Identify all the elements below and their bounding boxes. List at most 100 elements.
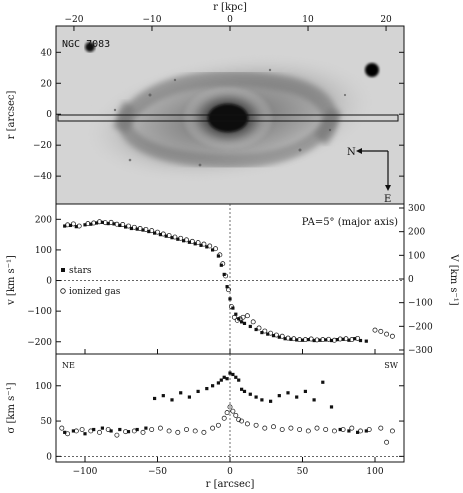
dispersion-gas-point: [253, 422, 259, 428]
label-ne: NE: [62, 361, 75, 370]
dispersion-star-point: [118, 427, 122, 432]
velocity-gas-point: [131, 224, 137, 230]
dispersion-star-point: [144, 426, 148, 430]
dispersion-gas-point: [88, 428, 94, 434]
velocity-gas-point: [389, 333, 395, 339]
galaxy-image: [81, 42, 379, 183]
top-axis-tick-label: 0: [227, 15, 233, 25]
velocity-star-point: [234, 312, 238, 316]
dispersion-star-point: [234, 375, 238, 379]
velocity-star-point: [187, 240, 191, 244]
dispersion-gas-point: [297, 427, 303, 432]
velocity-star-point: [68, 223, 73, 228]
velocity-gas-point: [372, 327, 378, 333]
dispersion-star-point: [303, 389, 307, 394]
legend-gas-label: ionized gas: [69, 287, 121, 297]
dispersion-gas-point: [366, 427, 372, 432]
foreground-star: [85, 42, 95, 52]
dispersion-gas-point: [244, 421, 250, 427]
dispersion-gas-point: [59, 425, 65, 431]
dispersion-gas-point: [210, 425, 216, 431]
dispersion-gas-point: [73, 428, 79, 434]
dispersion-gas-point: [175, 429, 181, 435]
velocity-star-point: [300, 338, 305, 342]
velocity-gas-point: [240, 314, 246, 320]
dispersion-gas-point: [65, 431, 71, 437]
dispersion-gas-point: [166, 428, 172, 434]
velocity-gas-point: [349, 337, 355, 343]
dispersion-star-point: [179, 391, 183, 395]
dispersion-star-point: [126, 430, 131, 434]
dispersion-gas-point: [97, 429, 102, 435]
compass-east-label: E: [384, 194, 391, 205]
dispersion-gas-point: [331, 428, 337, 434]
velocity-gas-point: [331, 337, 337, 343]
velocity-gas-point: [189, 238, 195, 244]
velocity-star-point: [100, 220, 104, 224]
velocity-star-point: [182, 239, 186, 243]
dispersion-star-point: [312, 398, 316, 402]
velocity-gas-point: [384, 331, 390, 337]
dispersion-star-point: [237, 378, 241, 382]
image-y-tick-label: 0: [46, 110, 52, 120]
velocity-gas-point: [114, 221, 120, 227]
x-axis-tick-label: 0: [227, 467, 233, 477]
velocity-left-tick-label: 100: [35, 246, 52, 256]
dispersion-gas-point: [184, 427, 189, 432]
velocity-star-point: [112, 222, 116, 226]
dispersion-star-point: [240, 387, 244, 391]
velocity-star-point: [353, 337, 357, 341]
velocity-gas-point: [268, 330, 274, 336]
velocity-gas-point: [256, 325, 262, 331]
velocity-gas-point: [91, 220, 97, 226]
velocity-star-point: [242, 321, 247, 325]
velocity-gas-point: [326, 336, 332, 342]
dispersion-star-point: [196, 389, 200, 394]
velocity-gas-point: [108, 219, 114, 225]
dispersion-gas-point: [215, 422, 221, 428]
dispersion-panel: 100 50 0 −100 −50 0 50 100 NE SW σ [km s⁻¹] r […: [6, 353, 405, 490]
dispersion-gas-point: [221, 415, 227, 421]
velocity-gas-point: [65, 222, 71, 228]
velocity-legend: stars ionized gas: [60, 266, 121, 297]
velocity-star-point: [83, 223, 87, 227]
velocity-star-point: [271, 334, 276, 338]
dispersion-gas-point: [131, 428, 137, 434]
velocity-gas-point: [195, 240, 201, 246]
dispersion-gas-point: [389, 428, 395, 434]
dispersion-star-point: [329, 405, 334, 409]
dispersion-star-point: [356, 430, 360, 434]
dispersion-star-point: [231, 372, 235, 377]
velocity-gas-point: [76, 223, 82, 229]
dispersion-star-point: [260, 398, 264, 402]
dispersion-gas-point: [233, 412, 239, 418]
dispersion-star-point: [153, 396, 157, 401]
dispersion-star-point: [109, 429, 113, 433]
velocity-gas-point: [120, 222, 126, 227]
image-y-tick-label: 20: [41, 79, 53, 89]
dispersion-star-point: [242, 389, 247, 394]
velocity-right-tick-label: −100: [408, 299, 433, 309]
velocity-gas-point: [178, 235, 184, 241]
dispersion-gas-point: [157, 425, 163, 431]
dispersion-data-marks: [59, 371, 395, 445]
dispersion-gas-point: [105, 427, 111, 432]
velocity-gas-point: [85, 221, 91, 227]
velocity-star-point: [95, 221, 99, 225]
velocity-left-tick-label: 0: [46, 277, 52, 287]
velocity-gas-point: [143, 226, 149, 232]
dispersion-star-point: [216, 381, 220, 385]
velocity-gas-point: [228, 304, 234, 310]
image-y-tick-label: −20: [33, 141, 52, 151]
velocity-gas-point: [231, 314, 237, 320]
velocity-star-point: [199, 243, 203, 247]
velocity-gas-point: [102, 220, 108, 226]
velocity-gas-point: [149, 228, 155, 234]
dispersion-gas-point: [239, 418, 245, 424]
velocity-star-point: [254, 327, 258, 332]
velocity-star-point: [153, 231, 157, 235]
velocity-axis-ticks: 200 100 0 −100 −200 300 200 100 0 −100 −200 −300: [27, 204, 433, 356]
label-sw: SW: [384, 361, 398, 370]
velocity-star-point: [164, 234, 168, 238]
compass: N E: [347, 147, 391, 205]
